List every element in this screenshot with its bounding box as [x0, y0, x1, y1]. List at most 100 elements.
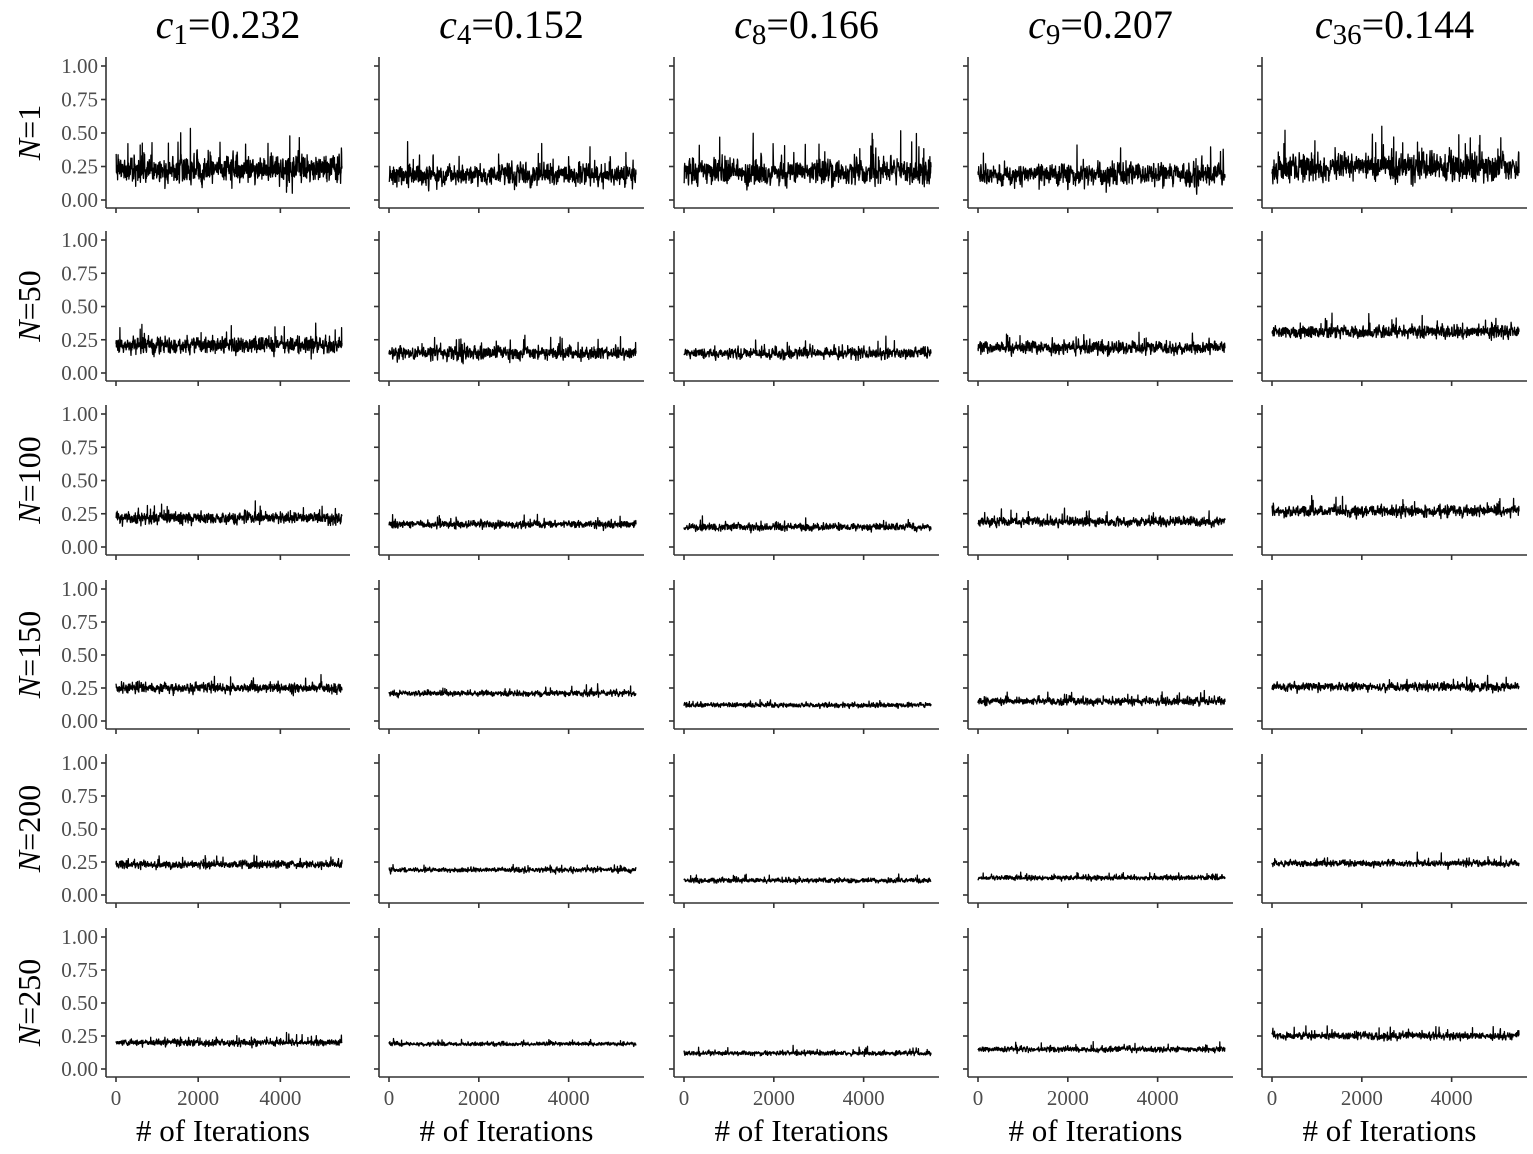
panel-r6-c3: 0 2000 4000	[669, 928, 939, 1110]
panel-r1-c2	[374, 57, 644, 213]
panel-r2-c2	[374, 231, 644, 386]
panel-r4-c4	[963, 580, 1233, 734]
mcmc-trace-line	[388, 1037, 637, 1048]
row-title-5: N=200	[11, 785, 47, 873]
x-axis-label: # of Iterations	[1303, 1113, 1477, 1148]
column-title-value: =0.144	[1362, 2, 1475, 47]
row-title-2: N=50	[11, 270, 47, 342]
panel-r1-c3	[669, 57, 939, 213]
y-tick-label: 0.00	[61, 1057, 98, 1081]
panel-r4-c5	[1257, 580, 1527, 734]
x-tick-label: 4000	[548, 1086, 590, 1110]
mcmc-trace-line	[115, 127, 343, 194]
mcmc-trace-line	[1271, 851, 1520, 870]
facet-panels: 0.00 0.25 0.50 0.75 1.00 0.00 0.25 0.50 0.75 1.00…	[61, 54, 1527, 1110]
column-title-symbol: c	[439, 2, 457, 47]
panel-r4-c2	[374, 580, 644, 734]
mcmc-trace-line	[683, 515, 932, 534]
x-axis-label: # of Iterations	[420, 1113, 594, 1148]
column-title-symbol: c	[156, 2, 174, 47]
mcmc-trace-line	[683, 699, 932, 710]
x-tick-label: 2000	[177, 1086, 219, 1110]
x-tick-label: 2000	[458, 1086, 500, 1110]
mcmc-trace-line	[977, 1041, 1226, 1055]
x-axis-label: # of Iterations	[715, 1113, 889, 1148]
y-tick-label: 1.00	[61, 228, 98, 252]
row-title-value: =200	[11, 785, 47, 851]
x-tick-label: 0	[111, 1086, 122, 1110]
panel-r6-c5: 0 2000 4000	[1257, 928, 1527, 1110]
panel-r3-c5	[1257, 405, 1527, 560]
mcmc-trace-line	[1271, 312, 1520, 342]
row-title-3: N=100	[11, 436, 47, 524]
y-tick-label: 0.25	[61, 502, 98, 526]
row-title-symbol: N	[11, 1023, 47, 1047]
mcmc-trace-line	[977, 507, 1226, 529]
row-title-value: =1	[11, 105, 47, 139]
y-tick-label: 1.00	[61, 577, 98, 601]
column-title-value: =0.207	[1060, 2, 1173, 47]
x-tick-label: 4000	[843, 1086, 885, 1110]
mcmc-trace-line	[115, 500, 343, 527]
y-tick-label: 0.25	[61, 328, 98, 352]
x-tick-label: 4000	[259, 1086, 301, 1110]
column-title-subscript: 1	[173, 19, 188, 51]
mcmc-trace-line	[977, 331, 1226, 357]
mcmc-trace-line	[683, 335, 932, 361]
mcmc-trace-line	[388, 334, 637, 365]
column-title-1: c1=0.232	[156, 2, 301, 51]
panel-r2-c3	[669, 231, 939, 386]
panel-r1-c5	[1257, 57, 1527, 213]
x-axis-label: # of Iterations	[1009, 1113, 1183, 1148]
y-tick-label: 0.50	[61, 121, 98, 145]
mcmc-trace-line	[1271, 1025, 1520, 1042]
x-tick-label: 0	[1267, 1086, 1278, 1110]
mcmc-trace-line	[388, 513, 637, 532]
panel-r4-c1: 0.00 0.25 0.50 0.75 1.00	[61, 577, 350, 734]
mcmc-trace-line	[683, 873, 932, 885]
x-axis-label: # of Iterations	[136, 1113, 310, 1148]
y-tick-label: 0.75	[61, 261, 98, 285]
y-tick-label: 0.25	[61, 850, 98, 874]
row-title-4: N=150	[11, 611, 47, 699]
panel-r5-c3	[669, 754, 939, 908]
mcmc-trace-line	[1271, 125, 1520, 187]
panel-r4-c3	[669, 580, 939, 734]
y-tick-label: 1.00	[61, 925, 98, 949]
y-tick-label: 0.25	[61, 676, 98, 700]
column-title-subscript: 8	[752, 19, 767, 51]
column-title-2: c4=0.152	[439, 2, 584, 51]
mcmc-trace-line	[388, 863, 637, 875]
y-tick-label: 0.75	[61, 610, 98, 634]
mcmc-trace-line	[115, 854, 343, 871]
panel-r1-c1: 0.00 0.25 0.50 0.75 1.00	[61, 54, 350, 213]
column-title-value: =0.152	[471, 2, 584, 47]
column-title-4: c9=0.207	[1028, 2, 1173, 51]
y-tick-label: 1.00	[61, 54, 98, 78]
mcmc-trace-line	[388, 683, 637, 699]
x-tick-label: 2000	[1341, 1086, 1383, 1110]
row-title-6: N=250	[11, 959, 47, 1047]
mcmc-trace-line	[1271, 674, 1520, 694]
column-title-symbol: c	[1315, 2, 1333, 47]
y-tick-label: 0.50	[61, 991, 98, 1015]
y-tick-label: 1.00	[61, 402, 98, 426]
column-title-subscript: 4	[457, 19, 472, 51]
panel-r5-c2	[374, 754, 644, 908]
mcmc-trace-line	[388, 141, 637, 192]
y-tick-label: 0.50	[61, 817, 98, 841]
panel-r2-c1: 0.00 0.25 0.50 0.75 1.00	[61, 228, 350, 386]
x-tick-label: 0	[973, 1086, 984, 1110]
x-tick-label: 4000	[1431, 1086, 1473, 1110]
mcmc-trace-line	[1271, 494, 1520, 520]
y-tick-label: 0.25	[61, 1024, 98, 1048]
y-tick-label: 0.75	[61, 784, 98, 808]
panel-r3-c1: 0.00 0.25 0.50 0.75 1.00	[61, 402, 350, 560]
panel-r6-c4: 0 2000 4000	[963, 928, 1233, 1110]
row-title-symbol: N	[11, 319, 47, 343]
panel-r6-c2: 0 2000 4000	[374, 928, 644, 1110]
column-title-subscript: 36	[1333, 19, 1362, 51]
panel-r5-c5	[1257, 754, 1527, 908]
